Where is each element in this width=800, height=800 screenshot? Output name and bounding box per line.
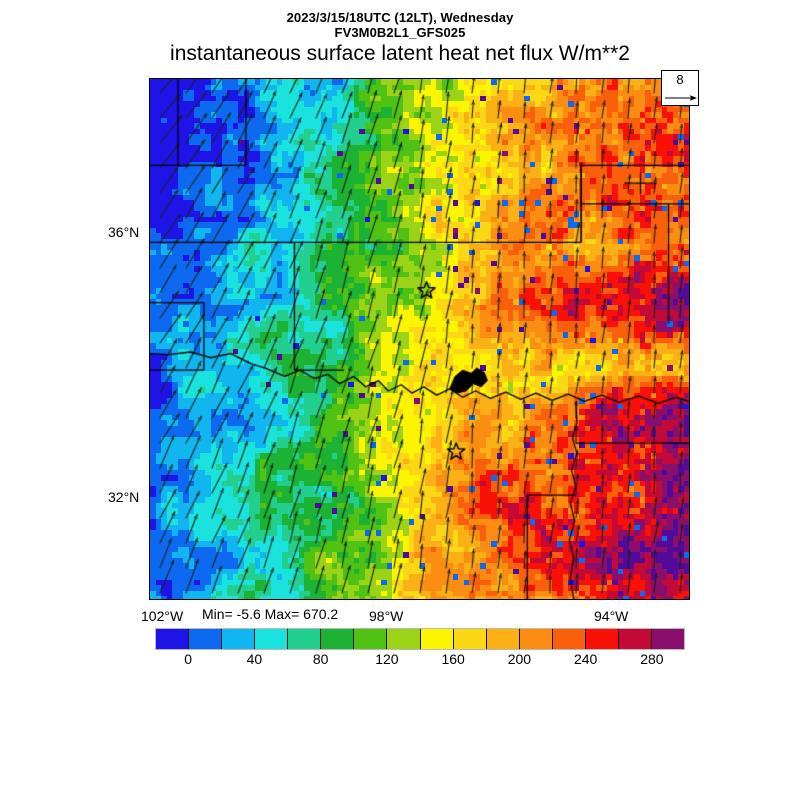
colorbar-segment — [519, 629, 553, 649]
title-datetime: 2023/3/15/18UTC (12LT), Wednesday — [286, 10, 514, 25]
colorbar: 0 40 80 120 160 200 240 280 — [155, 628, 685, 667]
colorbar-segment — [156, 629, 190, 649]
colorbar-segment — [189, 629, 223, 649]
colorbar-tick: 240 — [573, 651, 598, 667]
colorbar-tick: 80 — [312, 651, 329, 667]
min-max-annotation: Min= -5.6 Max= 670.2 — [202, 606, 339, 622]
colorbar-segment — [255, 629, 289, 649]
wind-vector-arrow-icon — [665, 95, 697, 101]
colorbar-segment — [618, 629, 652, 649]
colorbar-tick: 120 — [375, 651, 399, 667]
vector-scale-legend: 8 — [661, 70, 699, 106]
colorbar-tick: 280 — [640, 651, 664, 667]
colorbar-tick-labels: 0 40 80 120 160 200 240 280 — [155, 651, 685, 669]
axis-label-lat-36n: 36°N — [108, 224, 140, 240]
colorbar-segment — [420, 629, 454, 649]
page-title: instantaneous surface latent heat net fl… — [170, 42, 630, 65]
axis-label-lat-32n: 32°N — [108, 489, 140, 505]
colorbar-segment — [288, 629, 322, 649]
colorbar-segment — [387, 629, 421, 649]
colorbar-segment — [453, 629, 487, 649]
state-boundary-overlay — [150, 79, 689, 599]
axis-label-lon-98w: 98°W — [369, 608, 404, 624]
colorbar-segment — [222, 629, 256, 649]
colorbar-tick: 40 — [246, 651, 263, 667]
colorbar-segment — [321, 629, 355, 649]
colorbar-tick: 160 — [441, 651, 465, 667]
colorbar-segment — [552, 629, 586, 649]
title-model-id: FV3M0B2L1_GFS025 — [334, 25, 466, 40]
colorbar-segment — [486, 629, 520, 649]
colorbar-segment — [585, 629, 619, 649]
axis-label-lon-94w: 94°W — [594, 608, 629, 624]
colorbar-segment — [354, 629, 388, 649]
figure-title-block: 2023/3/15/18UTC (12LT), Wednesday FV3M0B… — [0, 10, 800, 66]
map-plot-area[interactable] — [149, 78, 690, 600]
colorbar-tick: 200 — [507, 651, 532, 667]
colorbar-segment — [651, 629, 684, 649]
colorbar-swatches — [155, 628, 685, 650]
axis-label-lon-102w: 102°W — [141, 608, 184, 624]
vector-scale-value: 8 — [676, 72, 684, 87]
colorbar-tick: 0 — [184, 651, 193, 667]
